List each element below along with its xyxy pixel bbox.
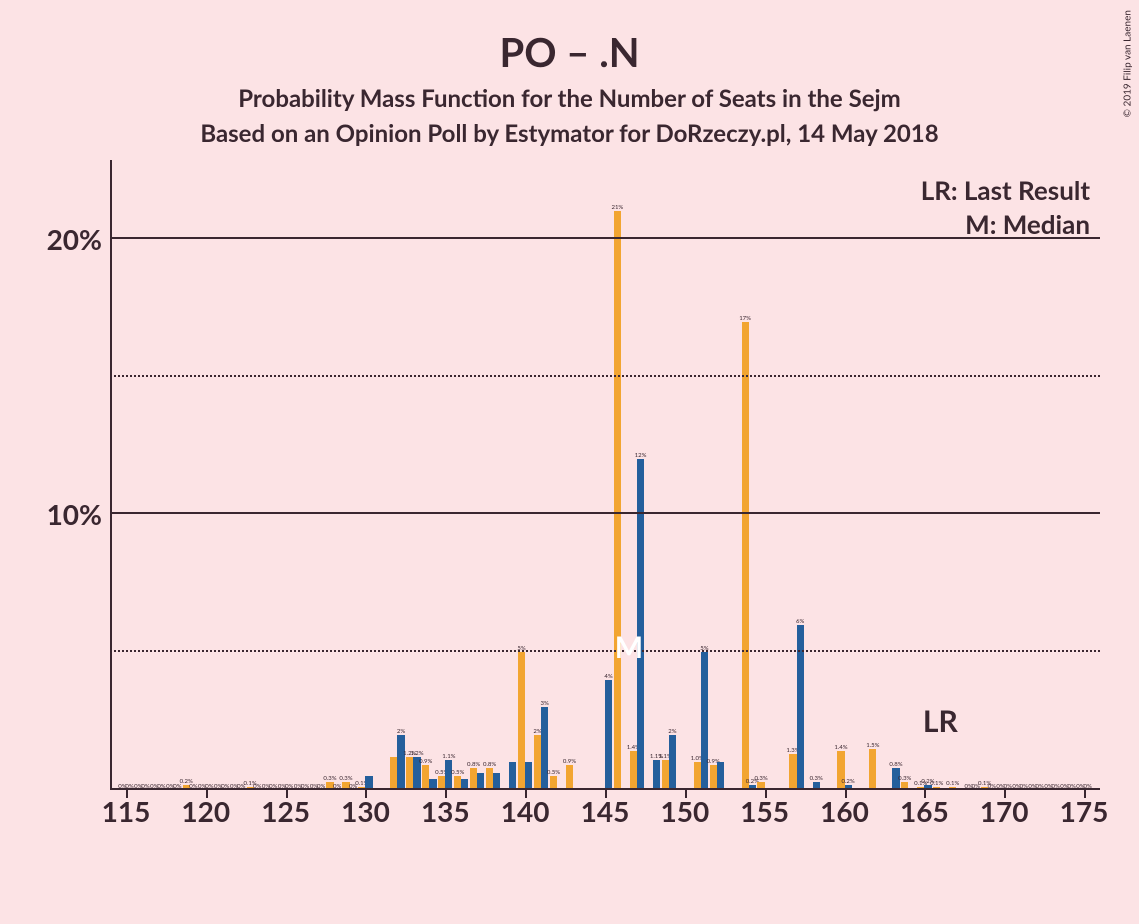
bar-label: 1.2% <box>410 750 423 757</box>
bar-label: 0.1% <box>946 780 959 787</box>
bar-label: 0.3% <box>323 775 336 782</box>
xtick-label: 175 <box>1060 794 1109 828</box>
bar-label: 6% <box>796 618 804 625</box>
bar-label: 17% <box>739 315 751 322</box>
xtick-label: 135 <box>421 794 470 828</box>
median-marker: M <box>615 629 643 665</box>
lr-marker: LR <box>923 703 958 739</box>
xtick-label: 145 <box>581 794 630 828</box>
chart-title: PO – .N <box>0 28 1139 76</box>
bar-label: 0.3% <box>810 775 823 782</box>
bar-label: 4% <box>604 673 612 680</box>
bar-label: 1.1% <box>442 753 455 760</box>
bar-orange: 0.9% <box>710 765 717 790</box>
bar-orange <box>390 757 397 790</box>
bar-label: 3% <box>541 700 549 707</box>
credit-text: © 2019 Filip van Laenen <box>1121 10 1133 117</box>
xtick-label: 155 <box>740 794 789 828</box>
xtick-label: 125 <box>261 794 310 828</box>
chart-plot: LR: Last Result M: Median 0%0%0%0%0%0%0%… <box>40 170 1100 850</box>
bar-label: 0.3% <box>754 775 767 782</box>
bar-orange: 21% <box>614 211 621 790</box>
bar-orange: 0.8% <box>470 768 477 790</box>
bar-orange: 0.9% <box>566 765 573 790</box>
bar-blue: 3% <box>541 707 548 790</box>
title-block: PO – .N Probability Mass Function for th… <box>0 0 1139 148</box>
bar-blue: 12% <box>637 459 644 790</box>
xtick-label: 140 <box>501 794 550 828</box>
bar-label: 0.8% <box>467 761 480 768</box>
bars-layer: 0%0%0%0%0%0%0%0%0.2%0%0%0%0%0%0%0%0.1%0%… <box>110 170 1100 790</box>
bar-orange: 1.1% <box>662 760 669 790</box>
plot-inner: LR: Last Result M: Median 0%0%0%0%0%0%0%… <box>110 170 1100 790</box>
xtick-label: 165 <box>900 794 949 828</box>
bar-label: 0.9% <box>563 758 576 765</box>
bar-blue: 2% <box>669 735 676 790</box>
bar-orange: 17% <box>742 322 749 790</box>
bar-label: 0.9% <box>419 758 432 765</box>
bar-orange: 1.2% <box>406 757 413 790</box>
bar-label: 0.1% <box>930 780 943 787</box>
bar-label: 12% <box>635 452 647 459</box>
bar-orange: 0.8% <box>486 768 493 790</box>
bar-blue: 1.1% <box>653 760 660 790</box>
bar-orange: 1.3% <box>789 754 796 790</box>
bar-blue: 5% <box>701 652 708 790</box>
bar-orange: 0.9% <box>422 765 429 790</box>
bar-orange: 1.5% <box>869 749 876 790</box>
bar-label: 0.3% <box>898 775 911 782</box>
bar-blue <box>525 762 532 790</box>
bar-label: 0.8% <box>483 761 496 768</box>
bar-label: 2% <box>668 728 676 735</box>
ytick-label: 20% <box>47 222 102 256</box>
gridline-minor <box>110 375 1100 377</box>
bar-orange: 1.0% <box>694 762 701 790</box>
bar-label: 1.4% <box>834 744 847 751</box>
gridline-major <box>110 512 1100 514</box>
bar-label: 1.5% <box>866 742 879 749</box>
gridline-minor <box>110 650 1100 652</box>
x-axis-line <box>110 788 1100 790</box>
y-axis-line <box>110 160 112 790</box>
bar-label: 0.3% <box>339 775 352 782</box>
ytick-label: 10% <box>47 497 102 531</box>
bar-blue: 4% <box>605 680 612 790</box>
xtick-label: 150 <box>660 794 709 828</box>
xtick-label: 130 <box>341 794 390 828</box>
bar-blue <box>717 762 724 790</box>
bar-orange: 1.4% <box>630 751 637 790</box>
bar-label: 2% <box>397 728 405 735</box>
xtick-label: 160 <box>820 794 869 828</box>
xtick-label: 120 <box>181 794 230 828</box>
chart-subtitle-2: Based on an Opinion Poll by Estymator fo… <box>0 119 1139 148</box>
gridline-major <box>110 237 1100 239</box>
bar-orange: 2% <box>534 735 541 790</box>
bar-blue: 2% <box>397 735 404 790</box>
bar-label: 0.5% <box>451 769 464 776</box>
bar-label: 0.8% <box>889 761 902 768</box>
chart-subtitle-1: Probability Mass Function for the Number… <box>0 84 1139 113</box>
bar-label: 0.2% <box>842 778 855 785</box>
xtick-label: 115 <box>102 794 151 828</box>
bar-label: 21% <box>611 204 623 211</box>
xtick-label: 170 <box>980 794 1029 828</box>
bar-blue <box>509 762 516 790</box>
bar-orange: 5% <box>518 652 525 790</box>
bar-label: 0.5% <box>547 769 560 776</box>
